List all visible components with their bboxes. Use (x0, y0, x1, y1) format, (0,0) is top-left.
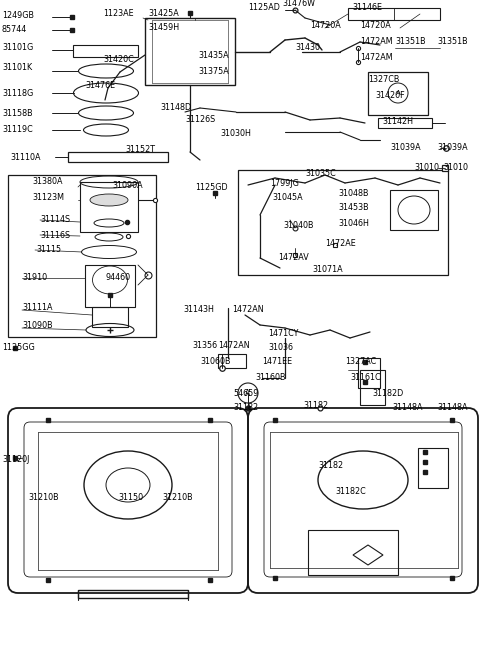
Text: 31035C: 31035C (305, 168, 336, 178)
Text: 31039A: 31039A (390, 143, 420, 153)
Text: 31150: 31150 (118, 493, 143, 502)
Text: 31375A: 31375A (198, 67, 229, 77)
Text: 31182: 31182 (303, 400, 328, 409)
Text: 31120J: 31120J (2, 455, 29, 464)
Bar (92, 307, 128, 327)
Text: 31182D: 31182D (372, 388, 403, 398)
Bar (358, 358, 380, 388)
Text: 31123M: 31123M (32, 193, 64, 202)
Text: 31380A: 31380A (32, 178, 62, 187)
Text: 31210B: 31210B (28, 493, 59, 502)
Text: 85744: 85744 (2, 26, 27, 35)
Text: 31476E: 31476E (85, 81, 115, 90)
Text: 31148A: 31148A (392, 403, 422, 413)
Text: 31148A: 31148A (437, 403, 468, 413)
Text: 31210B: 31210B (162, 493, 192, 502)
Text: A: A (396, 90, 400, 96)
Text: 31182: 31182 (233, 403, 258, 413)
Text: 31060B: 31060B (200, 358, 230, 367)
Text: A: A (245, 388, 251, 398)
Text: 31158B: 31158B (2, 109, 33, 117)
Text: 31114S: 31114S (40, 215, 70, 225)
Text: 31143H: 31143H (183, 305, 214, 314)
Text: 1123AE: 1123AE (103, 9, 133, 18)
Bar (73, 45, 138, 57)
Text: 1125AD: 1125AD (248, 3, 280, 12)
Text: 1471EE: 1471EE (262, 358, 292, 367)
Text: 31420F: 31420F (375, 90, 405, 100)
Bar (78, 590, 188, 598)
Text: 1125GG: 1125GG (2, 343, 35, 352)
Text: 31182C: 31182C (335, 487, 366, 496)
Bar (68, 152, 168, 162)
Text: 31126S: 31126S (185, 115, 215, 124)
Text: 31351B: 31351B (437, 37, 468, 47)
Text: 31040B: 31040B (283, 221, 313, 229)
Text: 31430: 31430 (295, 43, 320, 52)
Text: 31152T: 31152T (125, 145, 155, 155)
Text: 1472AV: 1472AV (278, 253, 309, 263)
Text: 31420C: 31420C (103, 56, 134, 64)
Text: 31030H: 31030H (220, 128, 251, 138)
Text: 31039A: 31039A (437, 143, 468, 153)
Text: 31459H: 31459H (148, 22, 179, 31)
Text: 31182: 31182 (318, 460, 343, 470)
Bar (218, 354, 246, 368)
Text: 31101K: 31101K (2, 64, 32, 73)
Text: 1472AM: 1472AM (360, 52, 393, 62)
Text: 1472AE: 1472AE (325, 238, 356, 248)
Text: 1249GB: 1249GB (2, 10, 34, 20)
Text: 1799JG: 1799JG (270, 179, 299, 187)
Text: 31090A: 31090A (112, 181, 143, 189)
Text: 31910: 31910 (22, 274, 47, 282)
Text: 1327CB: 1327CB (368, 75, 399, 84)
Bar (360, 370, 385, 405)
Text: 94460: 94460 (105, 274, 130, 282)
Text: 31476W: 31476W (282, 0, 315, 7)
Text: 31453B: 31453B (338, 204, 369, 212)
Bar (390, 190, 438, 230)
Bar (418, 448, 448, 488)
Text: 31071A: 31071A (312, 265, 343, 274)
Text: 31045A: 31045A (272, 193, 302, 202)
Bar (238, 170, 448, 275)
Text: 31010: 31010 (414, 164, 439, 172)
Text: 31435A: 31435A (198, 50, 228, 60)
Text: 14720A: 14720A (360, 20, 391, 29)
Text: 31116S: 31116S (40, 231, 70, 240)
Text: 31351B: 31351B (395, 37, 426, 47)
Text: 31142H: 31142H (382, 117, 413, 126)
Bar (308, 530, 398, 575)
Text: 31119C: 31119C (2, 126, 33, 134)
Text: 31010: 31010 (443, 164, 468, 172)
Text: 31146E: 31146E (352, 3, 382, 12)
Text: 31111A: 31111A (22, 303, 52, 312)
Bar (8, 175, 156, 337)
Text: 31148D: 31148D (160, 103, 191, 113)
Text: 31110A: 31110A (10, 153, 40, 162)
Text: 1472AM: 1472AM (360, 37, 393, 47)
Text: 31115: 31115 (36, 246, 61, 255)
Ellipse shape (90, 194, 128, 206)
Text: 31160B: 31160B (255, 373, 286, 381)
Text: 1471CY: 1471CY (268, 329, 299, 337)
Text: 31046H: 31046H (338, 219, 369, 227)
Text: 1125GD: 1125GD (195, 183, 228, 193)
Text: 1327AC: 1327AC (345, 358, 376, 367)
Text: 31356: 31356 (192, 341, 217, 350)
Text: 1472AN: 1472AN (218, 341, 250, 350)
Text: 31425A: 31425A (148, 9, 179, 18)
Text: 31161C: 31161C (350, 373, 381, 381)
Text: 31118G: 31118G (2, 88, 33, 98)
Bar (80, 182, 138, 232)
Bar (85, 265, 135, 307)
Text: 14720A: 14720A (310, 20, 341, 29)
Text: 1472AN: 1472AN (232, 305, 264, 314)
Text: 54659: 54659 (233, 388, 258, 398)
Text: 31090B: 31090B (22, 320, 53, 329)
Text: 31101G: 31101G (2, 43, 33, 52)
Text: 31048B: 31048B (338, 189, 369, 198)
Text: 31036: 31036 (268, 343, 293, 352)
